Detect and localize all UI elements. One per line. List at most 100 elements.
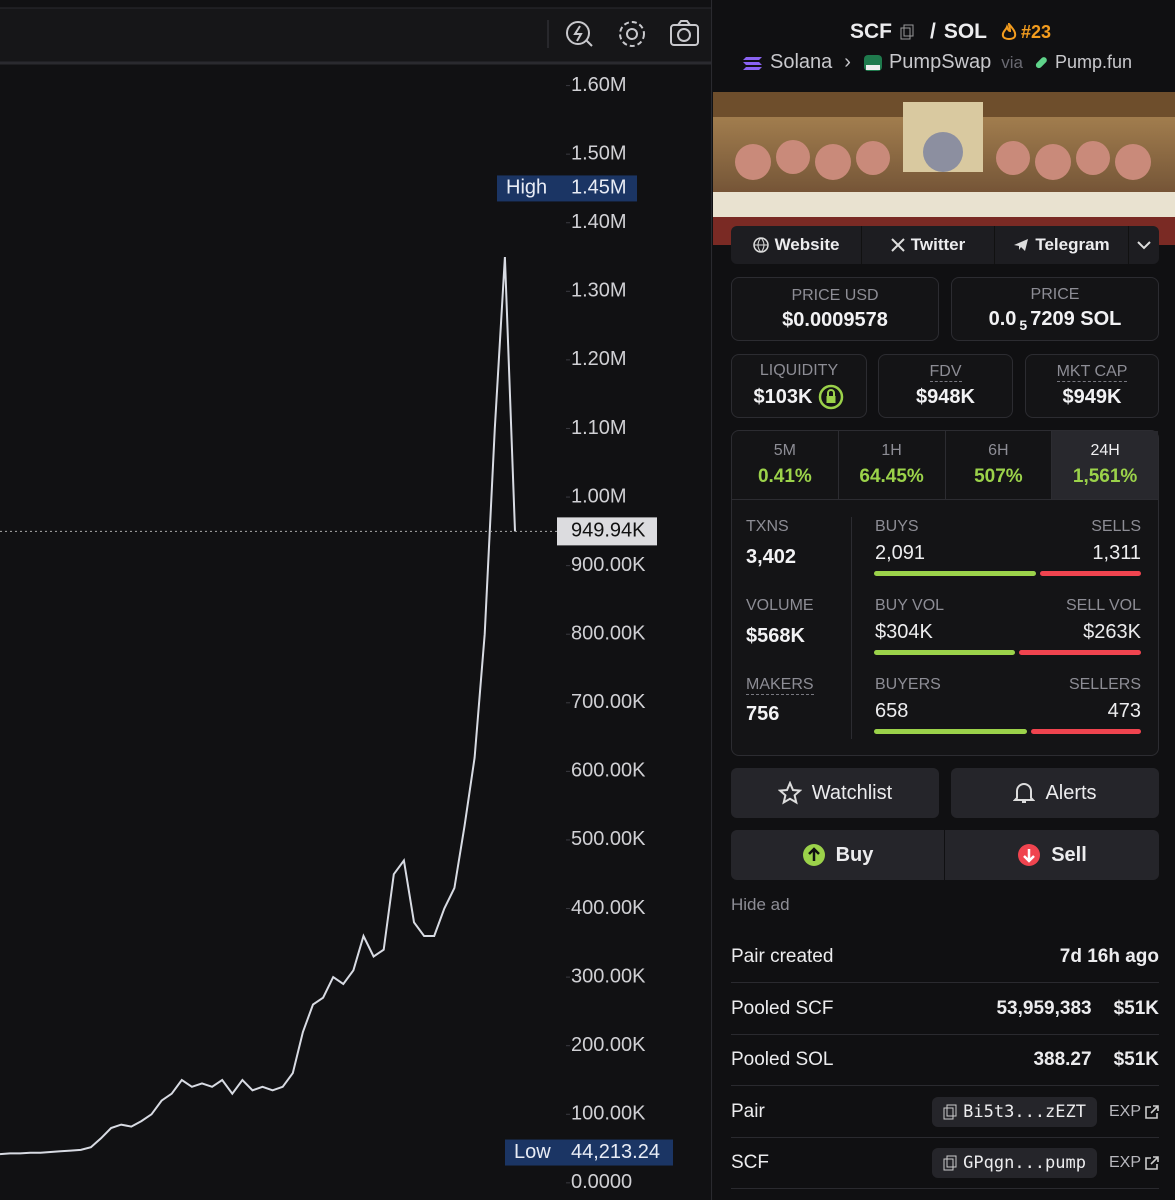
split-label: BUY VOL	[875, 597, 945, 614]
pair-title: SCF / SOL #23	[850, 20, 1051, 44]
hide-ad-link[interactable]: Hide ad	[731, 895, 790, 914]
banner-image	[713, 92, 1175, 245]
last-price-box	[557, 517, 657, 546]
buy-button[interactable]: Buy	[731, 830, 944, 880]
timeframe-change: 507%	[974, 466, 1023, 487]
price-rest: 7209 SOL	[1030, 307, 1122, 330]
timeframe-label: 6H	[988, 442, 1009, 459]
lock-icon	[819, 384, 844, 410]
timeframe-label: 24H	[1090, 442, 1120, 459]
website-link[interactable]: Website	[731, 226, 862, 264]
button-label: Watchlist	[811, 781, 893, 804]
buy-bar	[874, 571, 1036, 576]
link-label: Twitter	[910, 235, 966, 254]
copy-icon	[943, 1104, 957, 1119]
y-tick-label: 800.00K	[571, 622, 646, 644]
button-label: Sell	[1051, 843, 1087, 866]
split-value: 473	[1107, 700, 1141, 722]
low-value-label: 44,213.24	[571, 1141, 660, 1163]
address-chip[interactable]: GPqgn...pump	[932, 1148, 1097, 1178]
stat-value: 0.0 5 7209 SOL	[989, 308, 1122, 333]
timeframe-tab[interactable]: 1H 64.45%	[837, 431, 945, 499]
breadcrumb: Solana › PumpSwap via Pump.fun	[742, 51, 1132, 74]
price-line	[0, 256, 516, 1156]
y-tick-label: 900.00K	[571, 554, 646, 576]
link-label: Telegram	[1035, 235, 1110, 254]
info-value: 388.27	[1033, 1049, 1092, 1070]
y-tick-label: 700.00K	[571, 691, 646, 713]
fdv-card: FDV $948K	[878, 354, 1013, 418]
makers-label: MAKERS	[746, 676, 814, 695]
info-label: Pair created	[731, 946, 834, 967]
dex-name[interactable]: PumpSwap	[888, 51, 992, 73]
timeframe-change: 0.41%	[757, 466, 812, 487]
price-zeros: 5	[1019, 316, 1028, 333]
high-value-label: 1.45M	[571, 177, 627, 199]
y-tick-label: 1.50M	[571, 142, 627, 164]
chain-name[interactable]: Solana	[770, 51, 833, 73]
split-value: 2,091	[875, 542, 926, 564]
explorer-label: EXP	[1108, 1154, 1141, 1171]
stat-label: MKT CAP	[1056, 363, 1128, 382]
alerts-button[interactable]: Alerts	[951, 768, 1159, 818]
watchlist-button[interactable]: Watchlist	[731, 768, 939, 818]
external-icon	[1145, 1156, 1159, 1170]
explorer-link[interactable]: EXP	[1109, 1154, 1159, 1172]
button-label: Buy	[835, 843, 874, 866]
last-price-label: 949.94K	[571, 520, 646, 542]
makers-value: 756	[746, 703, 780, 725]
quote-symbol: SOL	[943, 20, 988, 43]
y-tick-label: 1.40M	[571, 211, 627, 233]
launchpad-icon	[1035, 56, 1047, 68]
y-tick-label: 1.30M	[571, 280, 627, 302]
y-tick-label: 0.0000	[571, 1171, 632, 1193]
sell-bar	[1019, 650, 1141, 655]
address-text: GPqgn...pump	[963, 1153, 1086, 1173]
telegram-link[interactable]: Telegram	[995, 226, 1129, 264]
base-symbol: SCF	[850, 20, 892, 43]
explorer-link[interactable]: EXP	[1109, 1103, 1159, 1121]
info-row: Pair created 7d 16h ago	[731, 932, 1159, 983]
settings-icon[interactable]	[619, 21, 645, 47]
y-tick-label: 100.00K	[571, 1103, 646, 1125]
info-row: Pooled SOL 388.27 $51K	[731, 1035, 1159, 1086]
info-value: 53,959,383	[996, 997, 1092, 1019]
info-label: Pair	[731, 1100, 765, 1122]
price-card: PRICE 0.0 5 7209 SOL	[951, 277, 1159, 341]
high-box	[497, 175, 637, 202]
stats-divider	[851, 517, 852, 739]
copy-icon[interactable]	[900, 24, 914, 40]
twitter-link[interactable]: Twitter	[862, 226, 995, 264]
trending-rank: #23	[1021, 21, 1052, 42]
info-label: Pooled SOL	[731, 1049, 834, 1070]
info-usd: $51K	[1113, 1049, 1159, 1070]
alert-icon[interactable]	[566, 21, 593, 47]
sell-bar	[1031, 729, 1141, 734]
stat-label: LIQUIDITY	[759, 362, 839, 379]
screenshot-icon[interactable]	[670, 20, 699, 46]
stat-value: $0.0009578	[782, 308, 888, 331]
y-tick-label: 600.00K	[571, 760, 646, 782]
address-chip[interactable]: Bi5t3...zEZT	[932, 1096, 1097, 1127]
info-usd: $51K	[1113, 997, 1159, 1019]
breadcrumb-arrow: ›	[844, 51, 851, 73]
y-tick-label: 400.00K	[571, 897, 646, 919]
solana-icon	[743, 56, 762, 70]
sell-bar	[1039, 571, 1141, 576]
timeframe-label: 1H	[881, 442, 902, 459]
y-tick-label: 1.20M	[571, 348, 627, 370]
sell-button[interactable]: Sell	[945, 830, 1159, 880]
link-label: Website	[774, 235, 840, 254]
timeframe-tab[interactable]: 6H 507%	[944, 431, 1052, 499]
volume-value: $568K	[746, 625, 805, 647]
split-label: BUYERS	[875, 676, 941, 693]
timeframe-tab[interactable]: 5M 0.41%	[732, 431, 838, 499]
dex-icon	[863, 54, 882, 71]
timeframe-tab[interactable]: 24H 1,561%	[1051, 431, 1158, 499]
explorer-label: EXP	[1108, 1102, 1141, 1120]
timeframe-tabs: 5M 0.41% 1H 64.45% 6H 507% 24H 1,561%	[732, 431, 1158, 500]
more-links[interactable]	[1129, 226, 1159, 264]
launchpad-name[interactable]: Pump.fun	[1054, 52, 1133, 72]
